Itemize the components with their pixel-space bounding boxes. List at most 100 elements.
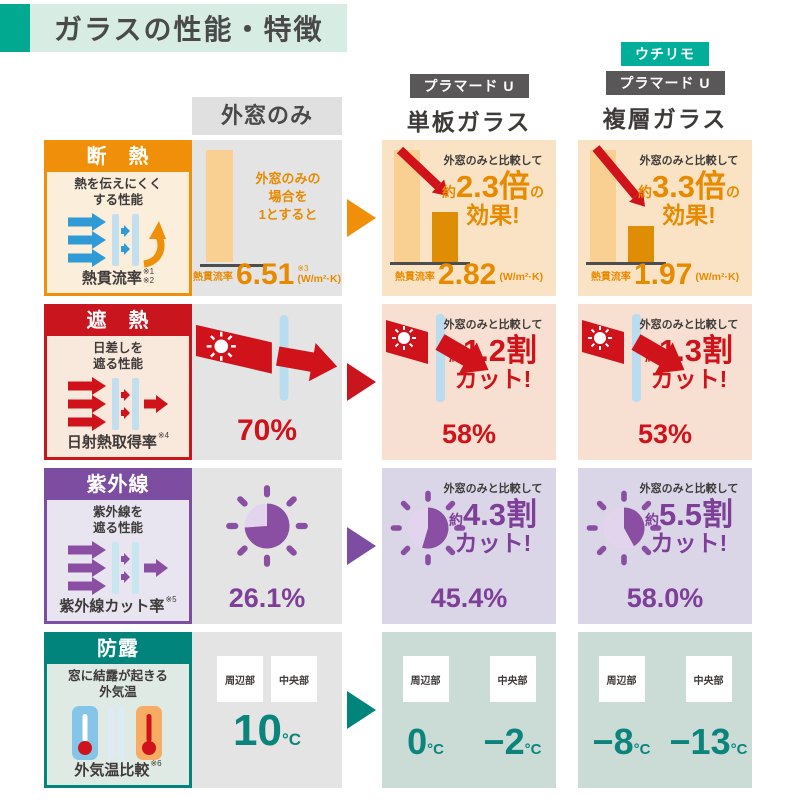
cell-condensation-single: 周辺部 0°C 中央部 −2°C <box>382 632 556 788</box>
sun-beam-deflected-icon <box>582 314 685 402</box>
solar-gain-value: 53% <box>637 419 693 449</box>
effect-multiplier: 2.3倍 <box>455 169 531 204</box>
u-value-unit: (W/m²·K) <box>297 273 342 286</box>
uv-sun-pie-icon <box>226 485 308 567</box>
u-value-unit: (W/m²·K) <box>499 271 544 284</box>
cell-shade-double: 外窓のみと比較して 約1.3割 カット! 53% <box>578 304 752 460</box>
insulation-arrows-icon <box>68 212 166 267</box>
cell-shade-outer: 70% <box>192 304 342 460</box>
column-label-single-glass: 単板ガラス <box>406 109 532 135</box>
sun-beam-deflected-icon <box>386 314 489 402</box>
comparison-text: 外窓のみと比較して 約4.3割 カット! <box>433 480 553 556</box>
row-metric-label: 紫外線カット率※5 <box>59 595 177 615</box>
flow-arrow-icon <box>347 199 376 237</box>
comparison-note: 外窓のみと比較して <box>639 483 739 495</box>
effect-word: 効果! <box>662 202 716 228</box>
bar-chart-baseline <box>200 264 264 267</box>
flow-arrow-icon <box>347 363 376 401</box>
cut-word: カット! <box>650 366 728 392</box>
center-label: 中央部 <box>685 656 732 702</box>
row-label-description: 紫外線を 遮る性能 <box>92 505 143 536</box>
footnote-marks: ※5 <box>165 595 177 604</box>
comparison-note: 外窓のみと比較して <box>443 319 543 331</box>
u-value-label: 熱貫流率 <box>192 272 233 283</box>
footnote-marks: ※6 <box>150 759 162 768</box>
bar-chart-reference-bar <box>206 150 233 262</box>
result-bar <box>628 226 654 262</box>
row-label-condensation: 防露 窓に結露が起きる 外気温 外気温比較※6 <box>44 632 192 788</box>
comparison-text: 外窓のみと比較して 約2.3倍の 効果! <box>433 152 553 228</box>
effect-multiplier: 3.3倍 <box>651 169 727 204</box>
brand-badge-plamard-u: プラマード U <box>409 74 529 98</box>
uv-cut-value: 58.0% <box>626 583 704 613</box>
center-temperature: −2°C <box>483 721 542 762</box>
edge-temperature-group: 周辺部 −8°C <box>578 656 665 760</box>
row-label-description: 熱を伝えにくく する性能 <box>74 177 162 208</box>
cut-word: カット! <box>650 530 728 556</box>
uv-cut-value: 26.1% <box>228 583 306 613</box>
center-temperature: −13°C <box>669 721 748 762</box>
comparison-note: 外窓のみと比較して <box>443 155 543 167</box>
edge-temperature-group: 周辺部 0°C <box>382 656 469 760</box>
row-label-insulation: 断 熱 熱を伝えにくく する性能 熱貫流率※1 ※2 <box>44 140 192 296</box>
row-label-band: 防露 <box>47 635 189 664</box>
cell-insulation-double: 外窓のみと比較して 約3.3倍の 効果! 熱貫流率 1.97 (W/m²·K) <box>578 140 752 296</box>
footnote-marks: ※4 <box>157 431 170 440</box>
down-trend-arrow-icon <box>396 146 448 196</box>
cell-condensation-double: 周辺部 −8°C 中央部 −13°C <box>578 632 752 788</box>
row-metric-label: 日射熱取得率※4 <box>66 431 170 451</box>
effect-word: 効果! <box>466 202 520 228</box>
cell-uv-outer: 26.1% <box>192 468 342 624</box>
column-label-double-glass: 複層ガラス <box>602 106 728 132</box>
row-insulation: 断 熱 熱を伝えにくく する性能 熱貫流率※1 ※2 外窓のみの 場合を 1とす… <box>0 140 800 296</box>
thermometers-icon <box>72 705 162 760</box>
solar-gain-value: 58% <box>441 419 497 449</box>
solar-gain-value: 70% <box>236 414 298 447</box>
title-bar: ガラスの性能・特徴 <box>0 4 348 52</box>
uv-arrows-icon <box>68 540 168 595</box>
u-value-line: 熱貫流率 6.51 ※3 (W/m²·K) <box>192 260 342 290</box>
cut-ratio: 4.3割 <box>462 497 538 532</box>
column-header-double-glass: ウチリモ プラマード U 複層ガラス <box>578 42 752 134</box>
cell-condensation-outer: 周辺部 中央部 10°C <box>192 632 342 788</box>
comparison-text: 外窓のみと比較して 約1.3割 カット! <box>629 316 749 392</box>
brand-badge-plamard-u: プラマード U <box>605 71 725 95</box>
comparison-note: 外窓のみと比較して <box>639 319 739 331</box>
brand-badge-uchirimo: ウチリモ <box>621 42 709 66</box>
center-label: 中央部 <box>489 656 536 702</box>
uv-sun-pie-icon <box>390 490 466 566</box>
comparison-note: 外窓のみと比較して <box>443 483 543 495</box>
edge-temperature: −8°C <box>592 721 651 762</box>
comparison-text: 外窓のみと比較して 約5.5割 カット! <box>629 480 749 556</box>
row-condensation: 防露 窓に結露が起きる 外気温 外気温比較※6 周辺部 中央部 <box>0 632 800 788</box>
cell-uv-single: 外窓のみと比較して 約4.3割 カット! 45.4% <box>382 468 556 624</box>
cut-ratio: 1.2割 <box>462 333 538 368</box>
cell-insulation-single: 外窓のみと比較して 約2.3倍の 効果! 熱貫流率 2.82 (W/m²·K) <box>382 140 556 296</box>
row-metric-label: 熱貫流率※1 ※2 <box>81 267 155 287</box>
temperature-value: 10°C <box>232 706 302 755</box>
footnote-marks: ※1 ※2 <box>142 267 155 286</box>
cut-ratio: 5.5割 <box>658 497 734 532</box>
center-temperature-group: 中央部 −13°C <box>665 656 752 760</box>
uv-sun-pie-icon <box>586 490 662 566</box>
comparison-text: 外窓のみと比較して 約3.3倍の 効果! <box>629 152 749 228</box>
footnote-mark: ※3 <box>297 264 309 274</box>
row-label-uv: 紫外線 紫外線を 遮る性能 紫外線カット率※5 <box>44 468 192 624</box>
location-labels: 周辺部 中央部 <box>192 656 342 702</box>
down-trend-arrow-icon <box>592 145 645 207</box>
row-label-band: 遮 熱 <box>47 307 189 336</box>
cut-ratio: 1.3割 <box>658 333 734 368</box>
edge-label: 周辺部 <box>217 656 263 702</box>
u-value-line: 熱貫流率 2.82 (W/m²·K) <box>394 258 544 291</box>
row-shade: 遮 熱 日差しを 遮る性能 日射熱取得率※4 <box>0 304 800 460</box>
page-title: ガラスの性能・特徴 <box>54 14 324 45</box>
reference-note: 外窓のみの 場合を 1とすると <box>255 171 321 223</box>
bar-chart-baseline <box>390 262 470 265</box>
shade-arrows-icon <box>68 376 168 431</box>
edge-label: 周辺部 <box>598 656 645 702</box>
flow-arrow-icon <box>347 527 376 565</box>
row-label-description: 窓に結露が起きる 外気温 <box>68 669 168 700</box>
comparison-note: 外窓のみと比較して <box>639 155 739 167</box>
edge-temperature: 0°C <box>407 721 444 762</box>
